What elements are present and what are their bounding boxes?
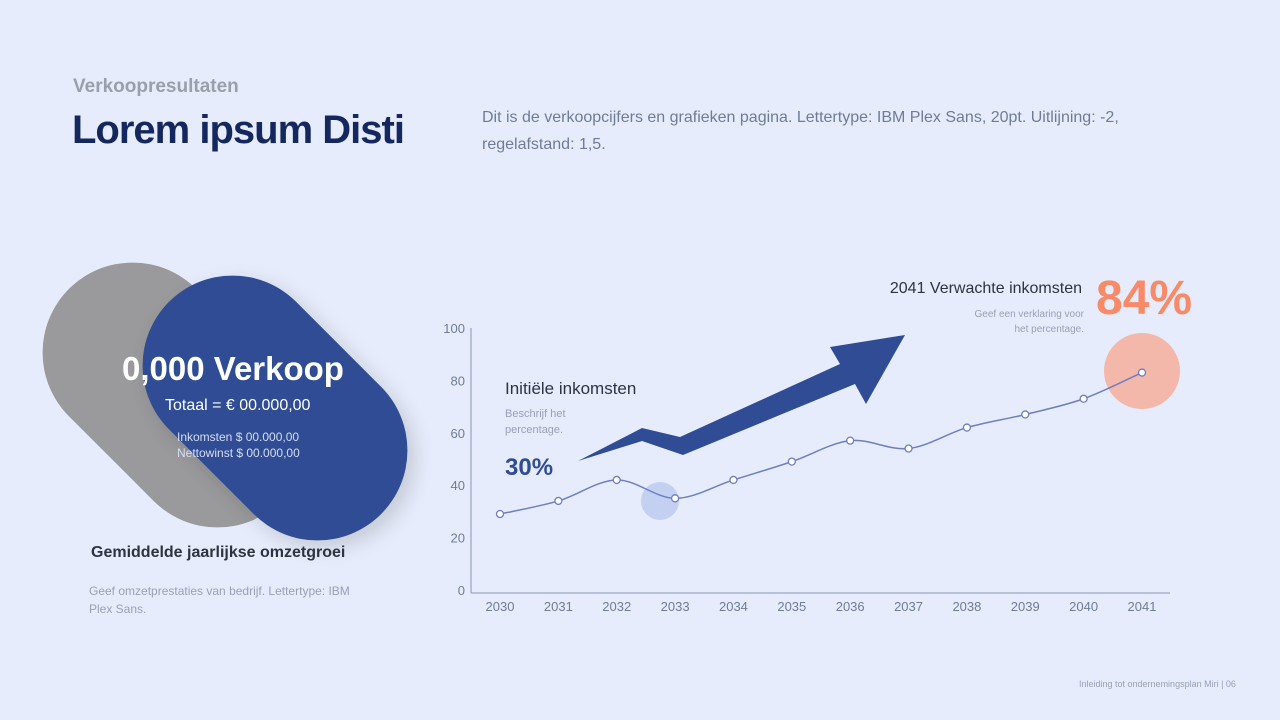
x-tick-label: 2032	[602, 599, 631, 614]
net-value: Nettowinst $ 00.000,00	[177, 446, 300, 460]
forecast-value: 84%	[1096, 272, 1192, 325]
initial-title: Initiële inkomsten	[505, 379, 636, 398]
x-tick-label: 2036	[836, 599, 865, 614]
growth-caption: Gemiddelde jaarlijkse omzetgroei	[91, 544, 346, 561]
page-description: Dit is de verkoopcijfers en grafieken pa…	[482, 109, 1119, 153]
y-tick-label: 100	[443, 321, 465, 336]
data-point	[1137, 368, 1147, 377]
data-point	[1079, 394, 1088, 403]
x-tick-label: 2037	[894, 599, 923, 614]
initial-value: 30%	[505, 454, 553, 481]
footer: Inleiding tot ondernemingsplan Miri | 06	[1079, 679, 1236, 689]
x-tick-label: 2033	[661, 599, 690, 614]
x-tick-label: 2040	[1069, 599, 1098, 614]
sales-headline: 0,000 Verkoop	[122, 350, 344, 387]
income-value: Inkomsten $ 00.000,00	[177, 430, 300, 444]
x-tick-label: 2039	[1011, 599, 1040, 614]
y-tick-label: 80	[451, 373, 465, 388]
series-line	[499, 371, 1143, 515]
x-tick-label: 2031	[544, 599, 573, 614]
data-point	[495, 509, 505, 519]
data-point	[1021, 410, 1030, 419]
x-tick-label: 2041	[1128, 599, 1157, 614]
y-tick-label: 60	[451, 426, 465, 441]
page-title: Lorem ipsum Disti	[72, 108, 405, 152]
growth-description: Geef omzetprestaties van bedrijf. Letter…	[89, 584, 350, 616]
y-tick-label: 0	[458, 583, 465, 598]
data-point	[787, 457, 796, 466]
total-value: Totaal = € 00.000,00	[165, 397, 311, 414]
data-point	[846, 436, 855, 445]
initial-desc-1: Beschrijf het	[505, 408, 566, 420]
data-point	[962, 423, 972, 432]
forecast-desc-1: Geef een verklaring voor	[974, 309, 1084, 320]
data-point	[554, 496, 563, 506]
x-tick-label: 2030	[486, 599, 515, 614]
forecast-desc-2: het percentage.	[1015, 324, 1085, 335]
data-point	[612, 475, 621, 485]
x-tick-label: 2038	[952, 599, 981, 614]
kicker: Verkoopresultaten	[73, 76, 239, 97]
growth-arrow-icon	[578, 335, 905, 461]
initial-desc-2: percentage.	[505, 424, 563, 436]
forecast-title: 2041 Verwachte inkomsten	[890, 280, 1082, 297]
data-point	[729, 475, 738, 485]
x-tick-label: 2035	[777, 599, 806, 614]
x-tick-label: 2034	[719, 599, 748, 614]
data-point	[670, 494, 680, 503]
y-tick-label: 40	[451, 478, 465, 493]
y-tick-label: 20	[451, 531, 465, 546]
data-point	[904, 444, 913, 453]
